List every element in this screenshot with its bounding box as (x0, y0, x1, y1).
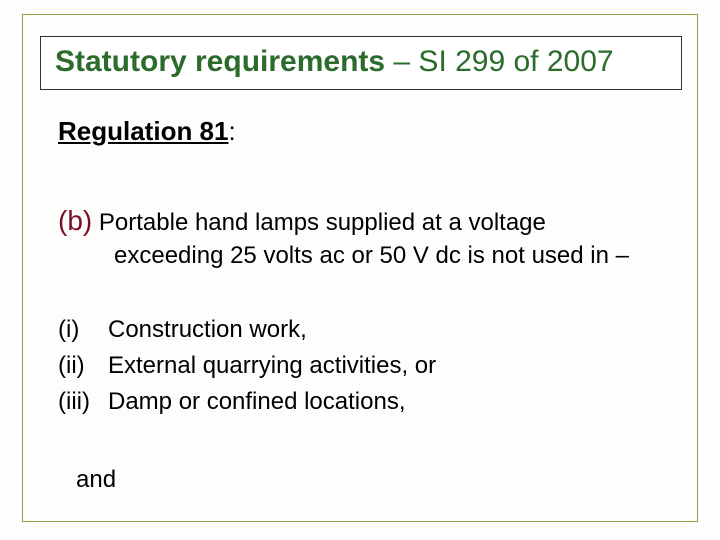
sub-item-num: (iii) (58, 384, 108, 420)
clause-b-line1: Portable hand lamps supplied at a voltag… (92, 209, 546, 236)
title-box: Statutory requirements – SI 299 of 2007 (40, 36, 682, 90)
list-item: (iii) Damp or confined locations, (58, 384, 678, 420)
list-item: (ii) External quarrying activities, or (58, 348, 678, 384)
sub-item-text: Construction work, (108, 312, 307, 348)
clause-b-label: (b) (58, 205, 92, 236)
clause-b: (b) Portable hand lamps supplied at a vo… (58, 202, 678, 272)
title-rest: – SI 299 of 2007 (385, 45, 614, 78)
sub-item-num: (i) (58, 312, 108, 348)
list-item: (i) Construction work, (58, 312, 678, 348)
sub-item-text: External quarrying activities, or (108, 348, 436, 384)
regulation-label: Regulation 81 (58, 116, 228, 146)
sub-item-num: (ii) (58, 348, 108, 384)
regulation-colon: : (228, 116, 235, 146)
title-bold: Statutory requirements (55, 45, 385, 78)
sub-item-text: Damp or confined locations, (108, 384, 406, 420)
regulation-heading: Regulation 81: (58, 116, 236, 147)
and-connector: and (76, 466, 116, 494)
sub-item-list: (i) Construction work, (ii) External qua… (58, 312, 678, 420)
clause-b-line2: exceeding 25 volts ac or 50 V dc is not … (114, 240, 678, 272)
